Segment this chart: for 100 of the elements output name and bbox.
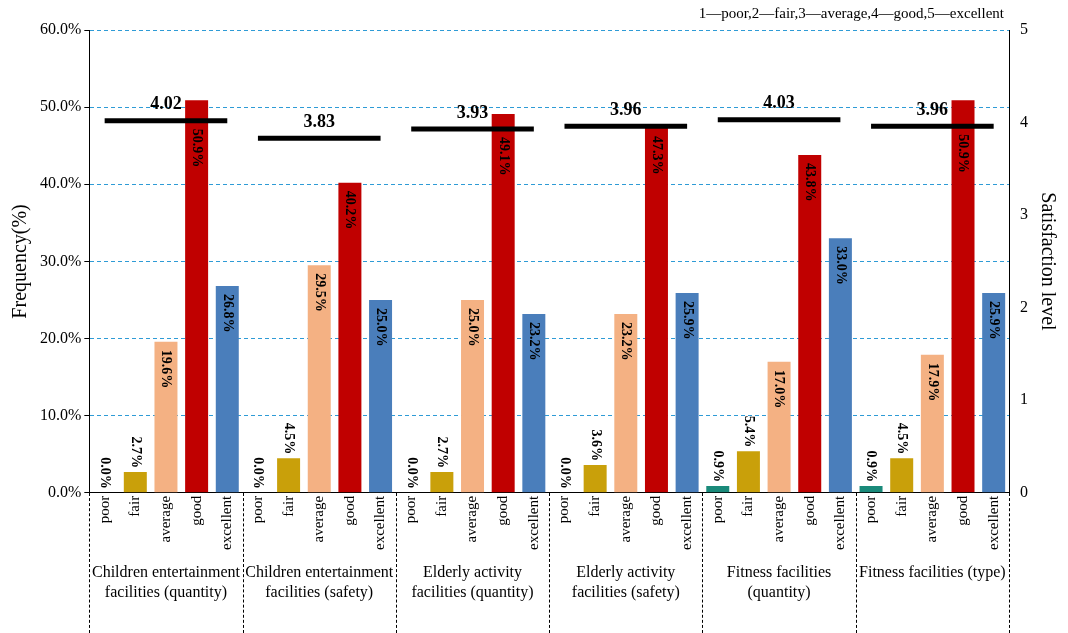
x-tick-label: fair	[279, 495, 296, 517]
data-label: 3.6%	[588, 429, 604, 462]
data-label: 23.2%	[527, 321, 543, 361]
data-label: 0.9%	[711, 450, 727, 482]
data-label: 4.5%	[895, 422, 911, 455]
text: Children entertainment facilities (safety)	[244, 562, 394, 602]
x-tick-label: good	[494, 495, 511, 526]
text: Fitness facilities (type)	[858, 562, 1007, 582]
y2-tick-label: 0	[1020, 483, 1028, 501]
text: Children entertainment facilities (quantity)	[91, 562, 241, 602]
data-label: 23.2%	[619, 321, 635, 361]
x-tick-label: poor	[708, 495, 725, 524]
bar	[644, 127, 668, 493]
text: Fitness facilities (quantity)	[725, 562, 833, 602]
x-tick-label: excellent	[831, 495, 848, 551]
bar	[736, 451, 760, 493]
x-tick-label: fair	[432, 495, 449, 517]
x-tick-label: fair	[892, 495, 909, 517]
data-label: 3.83	[303, 110, 335, 131]
data-label: 49.1%	[496, 137, 512, 176]
bar	[798, 154, 822, 493]
bar	[828, 238, 852, 493]
bar	[767, 361, 791, 493]
bar	[369, 300, 393, 493]
data-label: 40.2%	[343, 190, 359, 230]
x-tick-label: excellent	[371, 495, 388, 551]
y-axis-title: Frequency(%)	[8, 204, 32, 319]
data-label: 25.0%	[373, 308, 389, 347]
bar	[430, 472, 454, 493]
data-label: 0.0%	[98, 457, 114, 489]
data-label: 26.8%	[220, 294, 236, 333]
data-label: 29.5%	[312, 273, 328, 312]
y2-tick-label: 2	[1020, 297, 1028, 315]
x-tick-label: fair	[586, 495, 603, 517]
x-tick-label: good	[187, 495, 204, 526]
text: Elderly activity facilities (safety)	[570, 562, 681, 602]
x-tick-label: average	[156, 495, 173, 543]
y2-tick-label: 3	[1020, 205, 1028, 223]
data-label: 43.8%	[803, 162, 819, 202]
bar	[185, 100, 209, 493]
data-label: 0.0%	[557, 457, 573, 489]
data-label: 3.96	[610, 98, 642, 119]
bar	[614, 313, 638, 493]
data-label: 50.9%	[956, 134, 972, 173]
bar	[522, 313, 546, 493]
x-tick-label: poor	[555, 495, 572, 524]
x-tick-label: fair	[739, 495, 756, 517]
y2-axis-title: Satisfaction level	[1037, 192, 1060, 332]
data-label: 2.7%	[435, 436, 451, 469]
data-label: 0.9%	[864, 450, 880, 482]
bar	[675, 293, 699, 493]
x-tick-label: excellent	[524, 495, 541, 551]
x-tick-label: average	[616, 495, 633, 543]
x-tick-label: poor	[95, 495, 112, 524]
bar	[215, 286, 239, 493]
data-label: 4.02	[150, 93, 182, 114]
x-tick-label: good	[647, 495, 664, 526]
text: 1—poor,2—fair,3—average,4—good,5—excellent	[698, 5, 1004, 22]
x-tick-label: average	[770, 495, 787, 543]
data-label: 33.0%	[833, 246, 849, 285]
x-tick-label: good	[953, 495, 970, 526]
data-label: 50.9%	[190, 128, 206, 168]
bar	[583, 465, 607, 493]
y-tick-label: 30.0%	[40, 251, 82, 269]
bar	[890, 458, 914, 493]
data-label: 0.0%	[404, 457, 420, 489]
x-tick-label: average	[923, 495, 940, 543]
y-tick-label: 20.0%	[40, 328, 82, 346]
bar	[859, 485, 883, 493]
text: Elderly activity facilities (quantity)	[410, 562, 535, 602]
data-label: 17.0%	[772, 369, 788, 409]
bar	[491, 114, 515, 493]
data-label: 3.93	[456, 101, 489, 122]
data-label: 25.0%	[465, 308, 481, 347]
y-tick-label: 50.0%	[40, 97, 82, 115]
data-label: 17.9%	[925, 362, 941, 402]
x-tick-label: poor	[248, 495, 265, 524]
x-tick-label: poor	[861, 495, 878, 524]
bar	[338, 182, 362, 493]
bar	[982, 293, 1006, 493]
x-tick-label: excellent	[678, 495, 695, 551]
x-tick-label: average	[310, 495, 327, 543]
bar	[951, 100, 975, 493]
data-label: 4.5%	[281, 422, 297, 455]
bar	[461, 300, 485, 493]
data-label: 47.3%	[649, 135, 665, 175]
bar	[307, 265, 331, 493]
y-tick-label: 60.0%	[40, 20, 82, 38]
x-tick-label: good	[340, 495, 357, 526]
y2-tick-label: 1	[1020, 390, 1028, 408]
bar	[920, 354, 944, 493]
data-label: 2.7%	[128, 436, 144, 469]
bar	[123, 472, 147, 493]
y2-tick-label: 5	[1020, 20, 1028, 38]
y-tick-label: 0.0%	[48, 483, 82, 501]
x-tick-label: excellent	[218, 495, 235, 551]
x-tick-label: average	[463, 495, 480, 543]
x-tick-label: good	[800, 495, 817, 526]
y-tick-label: 10.0%	[40, 405, 82, 423]
x-tick-label: poor	[402, 495, 419, 524]
